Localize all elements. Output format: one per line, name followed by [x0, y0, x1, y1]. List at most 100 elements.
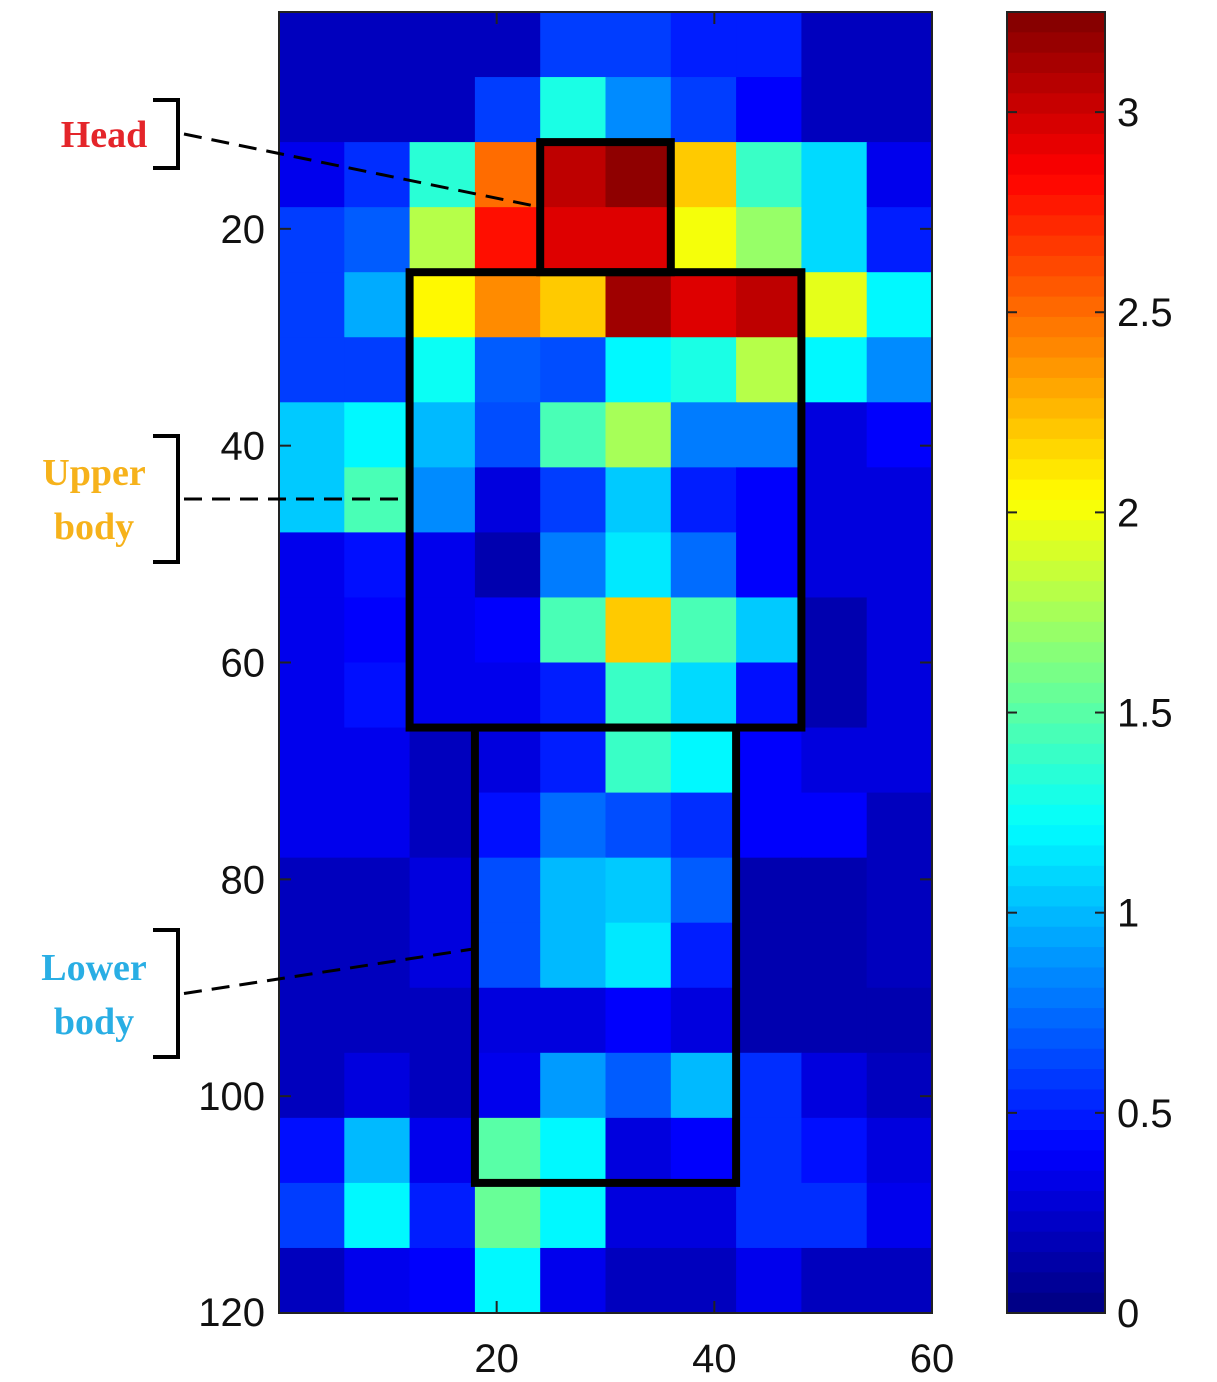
colorbar-segment — [1007, 174, 1105, 196]
heatmap-cell — [670, 402, 737, 468]
colorbar-segment — [1007, 642, 1105, 664]
heatmap-cell — [540, 1052, 607, 1119]
heatmap-cell — [736, 1182, 802, 1249]
heatmap-cell — [540, 77, 607, 143]
heatmap-cell — [474, 337, 541, 403]
heatmap-cell — [736, 142, 802, 208]
heatmap-cell — [801, 662, 868, 729]
upper-body-label: Upper body — [42, 452, 146, 548]
heatmap-cell — [866, 337, 933, 403]
heatmap-cell — [866, 207, 933, 273]
heatmap-cell — [801, 1247, 868, 1314]
heatmap-cell — [736, 272, 802, 338]
heatmap-cell — [670, 792, 737, 859]
colorbar-segment — [1007, 1252, 1105, 1273]
heatmap-cell — [670, 272, 737, 338]
heatmap-cell — [736, 1052, 802, 1119]
heatmap-cell — [866, 532, 933, 599]
heatmap-cell — [605, 922, 672, 989]
colorbar-segment — [1007, 1028, 1105, 1050]
heatmap-cell — [670, 77, 737, 143]
heatmap-cell — [409, 12, 476, 78]
body-regions: Head Upper body Lower body — [41, 98, 806, 1187]
colorbar-segment — [1007, 987, 1105, 1009]
axis-ticks: 20 40 60 20 40 60 80 100 120 — [198, 12, 954, 1381]
colorbar-segment — [1007, 581, 1105, 603]
heatmap-cell — [736, 337, 802, 403]
colorbar-segment — [1007, 255, 1105, 277]
colorbar-tick-label: 2.5 — [1117, 291, 1173, 335]
heatmap-cell — [409, 857, 476, 924]
heatmap-cell — [866, 922, 933, 989]
colorbar-segment — [1007, 1211, 1105, 1233]
colorbar-segment — [1007, 1272, 1105, 1294]
heatmap-cell — [540, 142, 607, 208]
heatmap-cell — [736, 987, 802, 1054]
heatmap-cell — [279, 987, 345, 1054]
colorbar-segment — [1007, 418, 1105, 440]
heatmap-cell — [605, 207, 672, 273]
colorbar-segment — [1007, 845, 1105, 867]
heatmap-cell — [409, 662, 476, 729]
heatmap-cell — [540, 532, 607, 599]
colorbar-segment — [1007, 398, 1105, 420]
colorbar-tick-label: 0 — [1117, 1292, 1139, 1336]
heatmap-cell — [605, 1117, 672, 1184]
heatmap-cell — [605, 1052, 672, 1119]
heatmap-cell — [670, 142, 737, 208]
colorbar-segment — [1007, 601, 1105, 623]
heatmap-cell — [474, 532, 541, 599]
heatmap-cell — [409, 1117, 476, 1184]
colorbar-segment — [1007, 133, 1105, 155]
lower-body-region-outline — [470, 723, 741, 1187]
heatmap-cell — [279, 207, 345, 273]
heatmap-cell — [474, 1182, 541, 1249]
colorbar-frame — [1006, 11, 1106, 1314]
heatmap-cell — [344, 727, 411, 794]
heatmap-cell — [670, 207, 737, 273]
heatmap-cell — [866, 467, 933, 533]
colorbar-segment — [1007, 1191, 1105, 1212]
heatmap-cell — [540, 337, 607, 403]
heatmap-cell — [866, 1052, 933, 1119]
heatmap-cell — [279, 1182, 345, 1249]
heatmap-cell — [605, 662, 672, 729]
heatmap-cell — [670, 1247, 737, 1314]
y-tick-label: 60 — [221, 642, 266, 686]
heatmap-cell — [344, 207, 411, 273]
colorbar-segment — [1007, 316, 1105, 338]
heatmap-cell — [670, 857, 737, 924]
heatmap-cell — [344, 922, 411, 989]
heatmap-cell — [279, 922, 345, 989]
heatmap-cell — [801, 272, 868, 338]
heatmap-cell — [605, 12, 672, 78]
heatmap-cell — [736, 1247, 802, 1314]
colorbar-tick-label: 3 — [1117, 91, 1139, 135]
colorbar-segment — [1007, 215, 1105, 237]
heatmap-cell — [736, 1117, 802, 1184]
heatmap-cell — [670, 987, 737, 1054]
heatmap-cell — [801, 77, 868, 143]
heatmap-cell — [344, 272, 411, 338]
heatmap-cell — [605, 142, 672, 208]
colorbar-segment — [1007, 479, 1105, 501]
colorbar-segment — [1007, 1008, 1105, 1030]
heatmap-cell — [474, 662, 541, 729]
x-tick-label: 40 — [692, 1337, 737, 1381]
heatmap-cell — [344, 1247, 411, 1314]
heatmap-cell — [801, 857, 868, 924]
heatmap-cell — [605, 402, 672, 468]
heatmap-cell — [736, 727, 802, 794]
heatmap-cell — [736, 12, 802, 78]
upper-body-bracket — [153, 434, 180, 564]
lower-body-leader-line — [183, 947, 476, 995]
heatmap-cell — [344, 987, 411, 1054]
heatmap-cell — [605, 77, 672, 143]
heatmap-cell — [409, 792, 476, 859]
heatmap-cell — [670, 1117, 737, 1184]
heatmap-cell — [866, 987, 933, 1054]
colorbar-segment — [1007, 967, 1105, 989]
heatmap-cell — [736, 662, 802, 729]
colorbar-segment — [1007, 621, 1105, 643]
heatmap-cell — [801, 402, 868, 468]
